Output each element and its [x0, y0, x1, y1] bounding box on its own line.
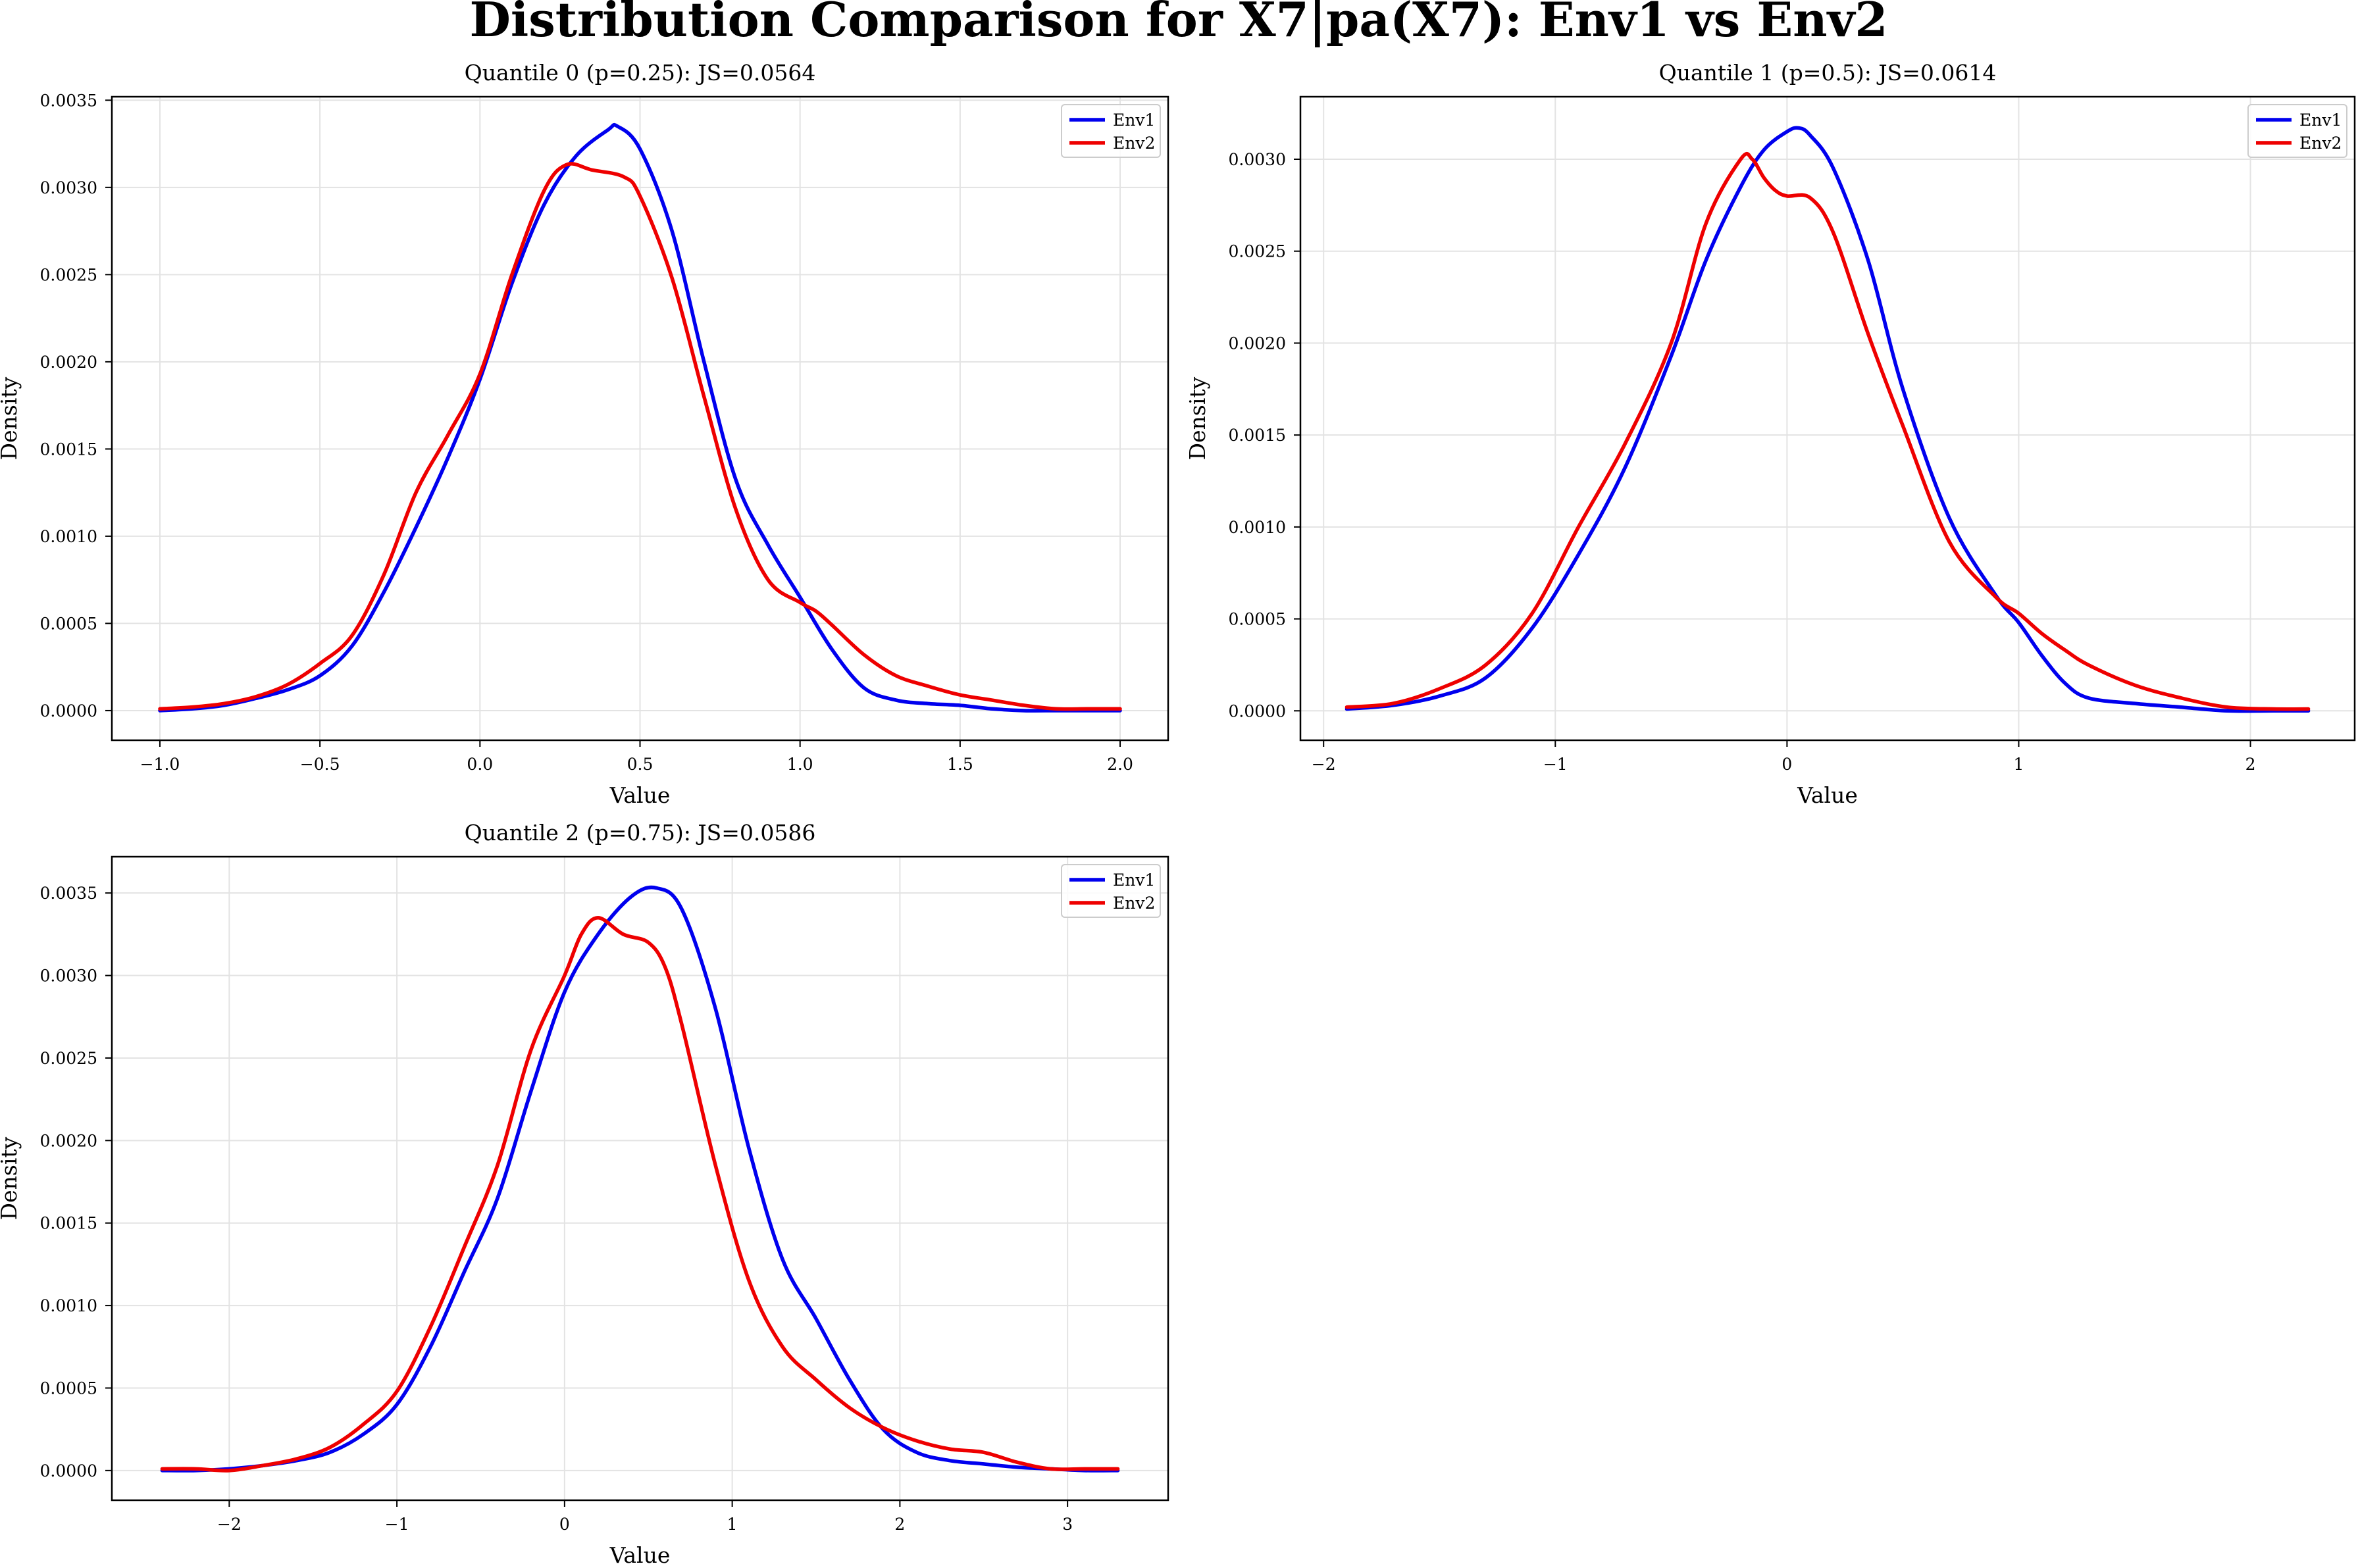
x-tick-label: 2: [2245, 755, 2256, 774]
x-tick-label: −0.5: [300, 755, 340, 774]
panel-title: Quantile 1 (p=0.5): JS=0.0614: [1659, 60, 1997, 86]
y-tick-label: 0.0020: [1229, 334, 1286, 353]
x-tick-label: 1.0: [787, 755, 813, 774]
y-tick-label: 0.0015: [40, 440, 97, 459]
panel-title: Quantile 0 (p=0.25): JS=0.0564: [465, 60, 816, 86]
x-tick-label: −1: [385, 1515, 409, 1534]
x-tick-label: 0.5: [627, 755, 654, 774]
y-tick-label: 0.0015: [1229, 426, 1286, 445]
legend-label-env2: Env2: [2299, 134, 2342, 153]
y-tick-label: 0.0030: [40, 178, 97, 197]
x-tick-label: 1: [2014, 755, 2024, 774]
y-tick-label: 0.0010: [40, 527, 97, 546]
figure-title: Distribution Comparison for X7|pa(X7): E…: [469, 0, 1887, 47]
y-tick-label: 0.0010: [1229, 518, 1286, 537]
x-tick-label: 0: [1781, 755, 1792, 774]
plot-frame: [1299, 95, 2356, 742]
y-tick-label: 0.0005: [40, 1378, 97, 1398]
legend-label-env2: Env2: [1113, 894, 1155, 913]
series-line-env1: [1345, 126, 2311, 713]
y-tick-label: 0.0020: [40, 353, 97, 372]
legend-label-env1: Env1: [1113, 871, 1155, 890]
y-tick-label: 0.0000: [40, 701, 97, 721]
x-tick-label: −2: [217, 1515, 242, 1534]
y-axis-label: Density: [1185, 376, 1210, 460]
x-tick-label: 1.5: [947, 755, 973, 774]
y-tick-label: 0.0020: [40, 1131, 97, 1150]
series-line-env2: [158, 162, 1122, 711]
x-tick-label: 1: [727, 1515, 738, 1534]
x-axis-label: Value: [609, 782, 671, 808]
legend: Env1 Env2: [1061, 864, 1161, 918]
y-tick-label: 0.0030: [40, 967, 97, 986]
legend: Env1 Env2: [1061, 104, 1161, 158]
legend-label-env1: Env1: [1113, 111, 1155, 130]
x-tick-label: −1.0: [140, 755, 180, 774]
x-tick-label: 2: [894, 1515, 905, 1534]
plot-frame: [111, 855, 1169, 1502]
x-tick-label: −2: [1312, 755, 1336, 774]
series-line-env2: [1345, 151, 2311, 711]
y-tick-label: 0.0035: [40, 884, 97, 903]
series-line-env1: [158, 122, 1122, 713]
x-tick-label: 0.0: [467, 755, 493, 774]
y-tick-label: 0.0005: [1229, 610, 1286, 629]
y-axis-label: Density: [0, 1136, 22, 1220]
panel-quantile-0: −1.0 −0.5 0.0 0.5 1.0 1.5 2.0 0.0000 0.0005 0.001…: [0, 60, 1169, 808]
y-tick-label: 0.0035: [40, 91, 97, 110]
y-tick-label: 0.0025: [40, 265, 97, 284]
panel-quantile-1: −2 −1 0 1 2 0.0000 0.0005 0.0010 0.0015 0.0020 0.0…: [1185, 60, 2356, 808]
y-axis-label: Density: [0, 376, 22, 460]
y-tick-label: 0.0000: [1229, 701, 1286, 721]
legend: Env1 Env2: [2247, 104, 2347, 158]
x-tick-label: 2.0: [1107, 755, 1133, 774]
legend-label-env1: Env1: [2299, 111, 2342, 130]
y-tick-label: 0.0015: [40, 1214, 97, 1233]
legend-label-env2: Env2: [1113, 134, 1155, 153]
y-tick-label: 0.0025: [1229, 242, 1286, 261]
panel-quantile-2: −2 −1 0 1 2 3 0.0000 0.0005 0.0010 0.0015 0.0020 0.…: [0, 820, 1169, 1568]
x-tick-label: 0: [559, 1515, 570, 1534]
x-axis-label: Value: [1797, 782, 1858, 808]
x-tick-label: 3: [1062, 1515, 1073, 1534]
y-tick-label: 0.0025: [40, 1049, 97, 1068]
y-tick-label: 0.0030: [1229, 150, 1286, 169]
y-tick-label: 0.0010: [40, 1296, 97, 1315]
panel-title: Quantile 2 (p=0.75): JS=0.0586: [465, 820, 816, 846]
series-line-env2: [160, 916, 1120, 1473]
plot-frame: [111, 95, 1169, 742]
y-tick-label: 0.0000: [40, 1461, 97, 1480]
series-line-env1: [160, 885, 1120, 1473]
x-axis-label: Value: [609, 1542, 671, 1568]
x-tick-label: −1: [1543, 755, 1568, 774]
y-tick-label: 0.0005: [40, 614, 97, 633]
